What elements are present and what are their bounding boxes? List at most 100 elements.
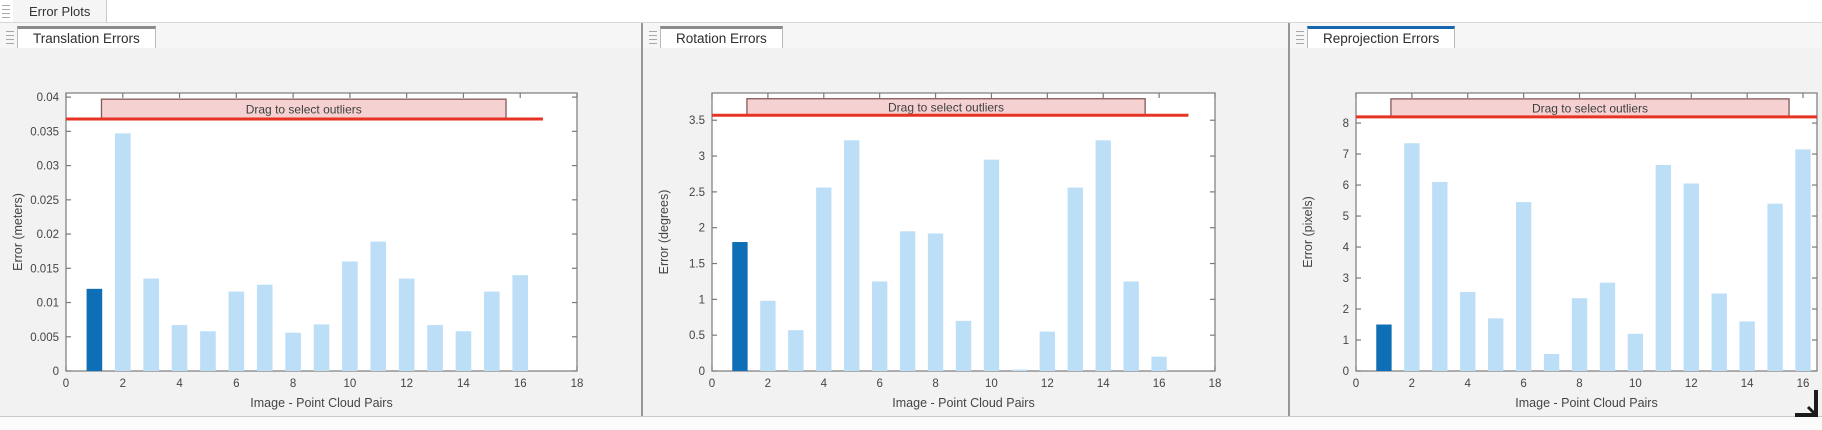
figure-panels: Translation Errors 0 2 4 6 8 10 12 14 16 18 0 0.005… xyxy=(0,23,1822,430)
error-bar-15[interactable] xyxy=(484,291,500,371)
error-bar-12[interactable] xyxy=(398,278,415,371)
error-bar-3[interactable] xyxy=(1432,181,1448,371)
tab-translation-errors[interactable]: Translation Errors xyxy=(17,26,156,48)
error-bar-7[interactable] xyxy=(899,231,916,371)
error-bar-7[interactable] xyxy=(256,284,273,371)
y-tick-label: 0.005 xyxy=(30,332,59,344)
error-bar-16[interactable] xyxy=(512,275,529,371)
x-axis-label: Image - Point Cloud Pairs xyxy=(250,396,392,410)
tab-reprojection-errors[interactable]: Reprojection Errors xyxy=(1307,26,1456,48)
error-bar-8[interactable] xyxy=(1571,298,1588,371)
error-bar-9[interactable] xyxy=(1599,282,1616,371)
y-tick-label: 3 xyxy=(1343,273,1349,285)
error-bar-6[interactable] xyxy=(1515,202,1532,371)
error-bar-12[interactable] xyxy=(1039,331,1056,371)
error-bar-4[interactable] xyxy=(171,325,188,371)
export-arrow-icon[interactable] xyxy=(1792,390,1822,430)
x-tick-label: 0 xyxy=(63,378,69,390)
y-tick-label: 0 xyxy=(699,366,705,378)
panel-splitter[interactable] xyxy=(1288,23,1290,430)
error-bar-2[interactable] xyxy=(760,300,776,371)
rotation-errors-chart[interactable]: 0 2 4 6 8 10 12 14 16 18 0 0.5 1 1.5 2 2.5 3 3.5 Drag to s… xyxy=(643,48,1288,430)
drag-grip-icon[interactable] xyxy=(2,4,10,18)
error-bar-15[interactable] xyxy=(1123,281,1139,371)
drag-grip-icon[interactable] xyxy=(1296,31,1304,44)
x-tick-label: 6 xyxy=(233,378,239,390)
reprojection-tab-bar: Reprojection Errors xyxy=(1290,23,1822,48)
y-tick-label: 3.5 xyxy=(689,115,705,127)
y-tick-label: 8 xyxy=(1343,118,1349,130)
panel-rotation-errors: Rotation Errors 0 2 4 6 8 10 12 14 16 18 0 0.5 1 1.5 2… xyxy=(643,23,1288,430)
error-bar-11[interactable] xyxy=(1655,164,1672,371)
error-bar-9[interactable] xyxy=(313,324,330,371)
y-tick-label: 1 xyxy=(1343,335,1349,347)
y-axis-label: Error (degrees) xyxy=(657,190,671,275)
error-bar-1[interactable] xyxy=(86,288,103,371)
y-tick-label: 2 xyxy=(1343,304,1349,316)
y-axis-label: Error (pixels) xyxy=(1301,196,1315,268)
error-bar-6[interactable] xyxy=(228,291,245,371)
y-tick-label: 0.03 xyxy=(37,161,59,173)
error-bar-14[interactable] xyxy=(455,331,472,371)
y-tick-label: 0.025 xyxy=(30,195,59,207)
error-bar-5[interactable] xyxy=(200,331,216,371)
tab-error-plots[interactable]: Error Plots xyxy=(13,0,108,22)
x-tick-label: 6 xyxy=(876,378,882,390)
error-bar-5[interactable] xyxy=(844,140,860,371)
error-bar-8[interactable] xyxy=(927,233,944,371)
panel-splitter[interactable] xyxy=(641,23,643,430)
y-axis-label: Error (meters) xyxy=(11,193,25,271)
y-tick-label: 1.5 xyxy=(689,259,705,271)
error-bar-7[interactable] xyxy=(1543,353,1560,371)
x-tick-label: 2 xyxy=(1409,378,1415,390)
drag-grip-icon[interactable] xyxy=(6,31,14,44)
panel-translation-errors: Translation Errors 0 2 4 6 8 10 12 14 16 18 0 0.005… xyxy=(0,23,641,430)
error-bar-1[interactable] xyxy=(732,242,748,371)
y-tick-label: 0.04 xyxy=(37,92,60,104)
error-bar-2[interactable] xyxy=(1404,143,1420,371)
error-bar-3[interactable] xyxy=(143,278,159,371)
x-axis-label: Image - Point Cloud Pairs xyxy=(892,396,1034,410)
doc-tab-label: Error Plots xyxy=(29,3,91,19)
drag-grip-icon[interactable] xyxy=(649,31,657,44)
x-tick-label: 0 xyxy=(709,378,715,390)
error-bar-14[interactable] xyxy=(1095,140,1111,371)
error-bar-14[interactable] xyxy=(1739,321,1755,371)
y-tick-label: 0.5 xyxy=(689,330,705,342)
outlier-band-label: Drag to select outliers xyxy=(888,100,1004,114)
error-bar-8[interactable] xyxy=(285,332,301,371)
rotation-figure: 0 2 4 6 8 10 12 14 16 18 0 0.5 1 1.5 2 2.5 3 3.5 Drag to s… xyxy=(643,48,1288,430)
error-bar-6[interactable] xyxy=(871,281,888,371)
error-bar-15[interactable] xyxy=(1767,203,1783,371)
y-tick-label: 2 xyxy=(699,223,705,235)
error-bar-4[interactable] xyxy=(1460,291,1476,371)
tab-label: Translation Errors xyxy=(33,31,140,46)
error-bar-2[interactable] xyxy=(114,133,131,371)
error-bar-3[interactable] xyxy=(788,330,804,371)
error-bar-12[interactable] xyxy=(1683,183,1699,371)
error-bar-10[interactable] xyxy=(983,159,1000,371)
error-bar-4[interactable] xyxy=(816,187,832,371)
y-tick-label: 5 xyxy=(1343,211,1349,223)
outlier-band-label: Drag to select outliers xyxy=(246,103,362,117)
x-tick-label: 8 xyxy=(290,378,296,390)
translation-errors-chart[interactable]: 0 2 4 6 8 10 12 14 16 18 0 0.005 0.01 0.015 0.02 0.025 0… xyxy=(0,48,641,430)
error-bar-16[interactable] xyxy=(1795,149,1811,371)
error-bar-10[interactable] xyxy=(342,261,358,371)
x-tick-label: 12 xyxy=(400,378,413,390)
error-bar-9[interactable] xyxy=(955,320,972,371)
error-bar-13[interactable] xyxy=(427,325,443,371)
error-bar-11[interactable] xyxy=(1011,369,1028,371)
error-bar-5[interactable] xyxy=(1488,318,1504,371)
error-bar-13[interactable] xyxy=(1711,293,1727,371)
error-bar-13[interactable] xyxy=(1067,187,1083,371)
y-tick-label: 0 xyxy=(1343,366,1349,378)
error-bar-11[interactable] xyxy=(370,241,387,371)
error-bar-1[interactable] xyxy=(1376,324,1392,371)
error-bar-10[interactable] xyxy=(1627,333,1644,371)
tab-rotation-errors[interactable]: Rotation Errors xyxy=(660,26,783,48)
x-tick-label: 14 xyxy=(457,378,470,390)
x-tick-label: 14 xyxy=(1741,378,1754,390)
error-bar-16[interactable] xyxy=(1151,356,1167,371)
